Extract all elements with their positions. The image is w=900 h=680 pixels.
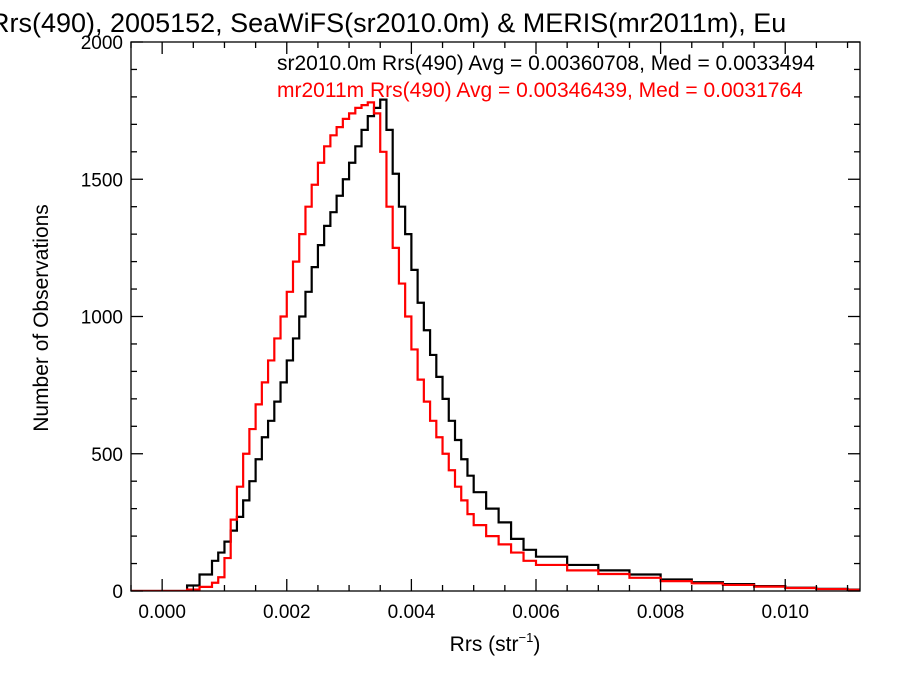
x-tick-label: 0.006 [512, 602, 560, 623]
x-tick-label: 0.004 [388, 602, 436, 623]
annotation-sr2010: sr2010.0m Rrs(490) Avg = 0.00360708, Med… [277, 52, 815, 75]
x-tick-label: 0.002 [263, 602, 311, 623]
series-line-sr2010-0m [131, 98, 860, 591]
series-line-mr2011m [131, 101, 860, 591]
annotation-mr2011: mr2011m Rrs(490) Avg = 0.00346439, Med =… [277, 79, 803, 102]
y-tick-label: 500 [91, 445, 123, 466]
chart-title: Rrs(490), 2005152, SeaWiFS(sr2010.0m) & … [0, 8, 786, 38]
y-tick-label: 0 [112, 582, 123, 603]
x-axis-label: Rrs (str−1) [450, 630, 541, 656]
series-layer [131, 98, 860, 591]
text-layer: Rrs(490), 2005152, SeaWiFS(sr2010.0m) & … [0, 8, 815, 656]
axes-layer: 0.000 0.002 0.004 0.006 0.008 0.010 0 500 1000 15… [81, 33, 861, 623]
y-tick-label: 1000 [81, 308, 123, 329]
x-tick-label: 0.008 [637, 602, 685, 623]
y-axis-label: Number of Observations [30, 204, 53, 432]
x-axis-label-tail: ) [533, 633, 540, 656]
x-tick-label: 0.000 [138, 602, 186, 623]
x-axis-label-superscript: −1 [519, 630, 534, 645]
x-axis-label-main: Rrs (str [450, 633, 519, 656]
x-tick-label: 0.010 [761, 602, 809, 623]
y-tick-label: 1500 [81, 170, 123, 191]
y-tick-label: 2000 [81, 33, 123, 54]
